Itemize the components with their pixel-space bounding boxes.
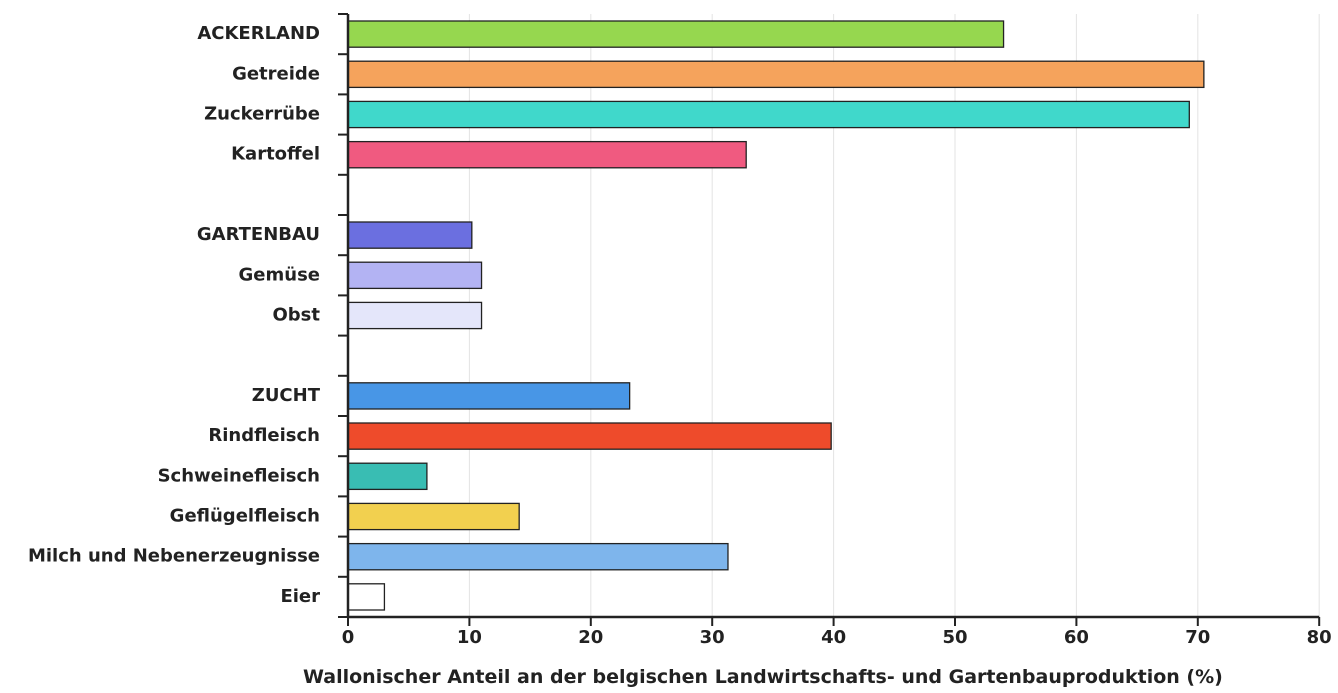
x-tick-label: 40 (821, 627, 846, 648)
bar-13 (347, 542, 729, 571)
category-label: Zuckerrübe (204, 104, 320, 125)
category-label: ZUCHT (252, 385, 321, 406)
category-label: Schweinefleisch (158, 465, 320, 486)
bar-7 (347, 301, 483, 330)
category-label: Eier (280, 586, 320, 607)
x-tick-label: 80 (1307, 627, 1332, 648)
x-tick-label: 0 (342, 627, 355, 648)
x-tick-label: 10 (457, 627, 482, 648)
category-label: Geflügelfleisch (170, 506, 320, 527)
category-label: GARTENBAU (197, 224, 320, 245)
axes: 0 10 20 30 40 50 60 70 80 (338, 13, 1332, 648)
x-tick-label: 70 (1185, 627, 1210, 648)
x-tick-label: 20 (578, 627, 603, 648)
bar-11 (347, 462, 428, 491)
bar-14 (347, 583, 386, 611)
category-label: Kartoffel (231, 144, 320, 165)
category-label: Rindfleisch (208, 425, 320, 446)
bar-10 (347, 422, 832, 450)
bars (347, 20, 1205, 611)
category-label: Gemüse (239, 264, 320, 285)
bar-9 (347, 382, 631, 410)
x-tick-label: 30 (700, 627, 725, 648)
bar-6 (347, 261, 483, 290)
bar-3 (347, 140, 747, 169)
x-tick-label: 60 (1064, 627, 1089, 648)
category-labels: ACKERLAND Getreide Zuckerrübe Kartoffel GART… (28, 23, 321, 607)
category-label: Milch und Nebenerzeugnisse (28, 546, 320, 567)
category-label: ACKERLAND (197, 23, 320, 44)
bar-0 (347, 20, 1005, 48)
bar-5 (347, 221, 473, 249)
x-tick-label: 50 (942, 627, 967, 648)
bar-12 (347, 502, 520, 531)
x-axis-title: Wallonischer Anteil an der belgischen La… (303, 666, 1223, 688)
category-label: Obst (272, 305, 320, 326)
bar-1 (347, 60, 1205, 89)
category-label: Getreide (232, 63, 320, 84)
bar-2 (347, 100, 1190, 129)
